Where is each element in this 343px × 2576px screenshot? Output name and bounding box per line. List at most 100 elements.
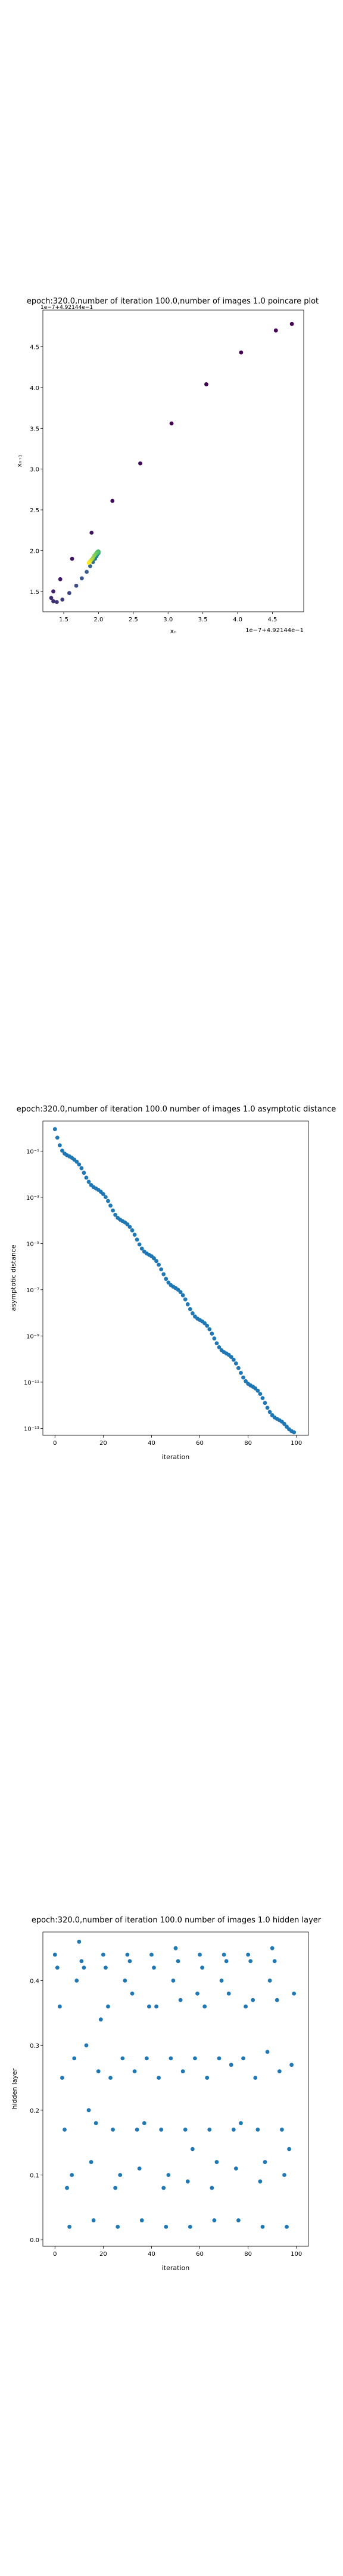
data-point bbox=[251, 1998, 255, 2002]
x-tick-label: 0 bbox=[53, 1440, 57, 1447]
data-point bbox=[74, 583, 79, 588]
data-point bbox=[255, 2128, 260, 2132]
data-point bbox=[70, 2173, 74, 2177]
data-point bbox=[111, 2128, 115, 2132]
data-point bbox=[89, 530, 94, 535]
data-point bbox=[74, 1979, 79, 1983]
data-point bbox=[93, 2121, 98, 2125]
y-tick-label: 10⁻¹ bbox=[26, 1148, 39, 1155]
data-point bbox=[282, 2173, 286, 2177]
x-ticks: 1.5 2.0 2.5 3.0 3.5 4.0 4.5 bbox=[59, 612, 277, 623]
data-point bbox=[244, 1379, 248, 1383]
y-tick-label: 3.0 bbox=[30, 467, 39, 473]
data-point bbox=[222, 1952, 226, 1957]
data-point bbox=[120, 2056, 125, 2061]
data-point bbox=[108, 1203, 113, 1208]
data-point bbox=[239, 1370, 243, 1375]
data-point bbox=[135, 1237, 139, 1242]
data-point bbox=[72, 2056, 77, 2061]
data-point bbox=[190, 2147, 195, 2151]
data-point bbox=[188, 1307, 192, 1311]
hidden-layer-chart: epoch:320.0,number of iteration 100.0 nu… bbox=[11, 1916, 322, 2272]
data-point bbox=[263, 2160, 267, 2165]
data-point bbox=[161, 2185, 166, 2190]
data-point bbox=[157, 1262, 161, 1267]
data-point bbox=[132, 1233, 137, 1237]
data-point bbox=[265, 1405, 270, 1410]
data-point bbox=[207, 1327, 212, 1332]
asymptotic-distance-chart: epoch:320.0,number of iteration 100.0 nu… bbox=[10, 1105, 336, 1461]
data-point bbox=[241, 1375, 245, 1380]
data-point bbox=[51, 599, 55, 603]
data-point bbox=[272, 1959, 277, 1964]
data-point bbox=[292, 1991, 297, 1996]
data-point bbox=[224, 1959, 229, 1964]
data-point bbox=[113, 1212, 118, 1217]
data-point bbox=[210, 2185, 214, 2190]
data-point bbox=[130, 1991, 135, 1996]
data-point bbox=[233, 1361, 238, 1366]
data-point bbox=[55, 1965, 60, 1970]
data-point bbox=[60, 597, 65, 602]
y-axis-label: asymptotic distance bbox=[10, 1244, 17, 1311]
x-axis-label: xₙ bbox=[170, 627, 177, 635]
data-point bbox=[60, 1148, 64, 1153]
data-point bbox=[169, 2056, 173, 2061]
x-tick-label: 3.5 bbox=[198, 617, 208, 623]
data-point bbox=[166, 2173, 171, 2177]
data-point bbox=[212, 2218, 217, 2222]
data-point bbox=[63, 2128, 67, 2132]
data-point bbox=[229, 1355, 233, 1360]
chart-title: epoch:320.0,number of iteration 100.0 nu… bbox=[17, 1105, 336, 1114]
data-point bbox=[239, 2121, 243, 2125]
data-point bbox=[236, 2218, 241, 2222]
data-point bbox=[246, 1952, 251, 1957]
y-tick-label: 0.3 bbox=[30, 2043, 39, 2049]
data-point bbox=[202, 1321, 207, 1326]
x-ticks: 0 20 40 60 80 100 bbox=[53, 2246, 302, 2258]
data-point bbox=[267, 1410, 272, 1414]
data-point bbox=[229, 2063, 233, 2067]
data-point bbox=[154, 1259, 158, 1264]
data-point bbox=[258, 1392, 263, 1397]
data-point bbox=[198, 1952, 202, 1957]
data-point bbox=[86, 2108, 91, 2113]
data-point bbox=[273, 328, 278, 333]
data-point bbox=[255, 1388, 260, 1393]
data-point bbox=[193, 2056, 197, 2061]
data-point bbox=[204, 382, 208, 386]
data-point bbox=[207, 2128, 212, 2132]
data-point bbox=[65, 2185, 69, 2190]
y-tick-label: 4.0 bbox=[30, 385, 39, 392]
y-ticks: 10⁻¹ 10⁻³ 10⁻⁵ 10⁻⁷ 10⁻⁹ 10⁻¹¹ 10⁻¹³ bbox=[24, 1148, 43, 1432]
data-point bbox=[82, 1171, 86, 1175]
data-point bbox=[125, 1952, 130, 1957]
y-offset-label: 1e−7+4.92144e−1 bbox=[40, 305, 93, 311]
data-point bbox=[217, 2056, 222, 2061]
data-point bbox=[152, 1256, 156, 1261]
data-point bbox=[74, 1159, 79, 1164]
y-tick-label: 10⁻¹³ bbox=[24, 1426, 39, 1432]
data-point bbox=[51, 589, 55, 594]
x-tick-label: 20 bbox=[99, 1440, 107, 1447]
data-point bbox=[270, 1946, 275, 1950]
data-point bbox=[52, 1952, 57, 1957]
data-point bbox=[200, 1965, 204, 1970]
y-tick-label: 1.5 bbox=[30, 589, 39, 596]
x-offset-label: 1e−7+4.92144e−1 bbox=[245, 627, 304, 634]
data-point bbox=[85, 569, 89, 574]
data-point bbox=[101, 1952, 105, 1957]
data-point bbox=[188, 2225, 192, 2229]
data-point bbox=[267, 1979, 272, 1983]
data-point bbox=[169, 421, 174, 426]
data-point bbox=[241, 2056, 245, 2061]
data-point bbox=[149, 1952, 154, 1957]
data-point bbox=[226, 1991, 231, 1996]
data-point bbox=[82, 1965, 86, 1970]
data-point bbox=[147, 2004, 151, 2009]
plot-frame bbox=[42, 309, 304, 612]
data-point bbox=[183, 1297, 188, 1302]
poincare-plot-chart: epoch:320.0,number of iteration 100.0,nu… bbox=[15, 297, 319, 635]
data-point bbox=[159, 1267, 164, 1272]
data-point bbox=[89, 2160, 93, 2165]
